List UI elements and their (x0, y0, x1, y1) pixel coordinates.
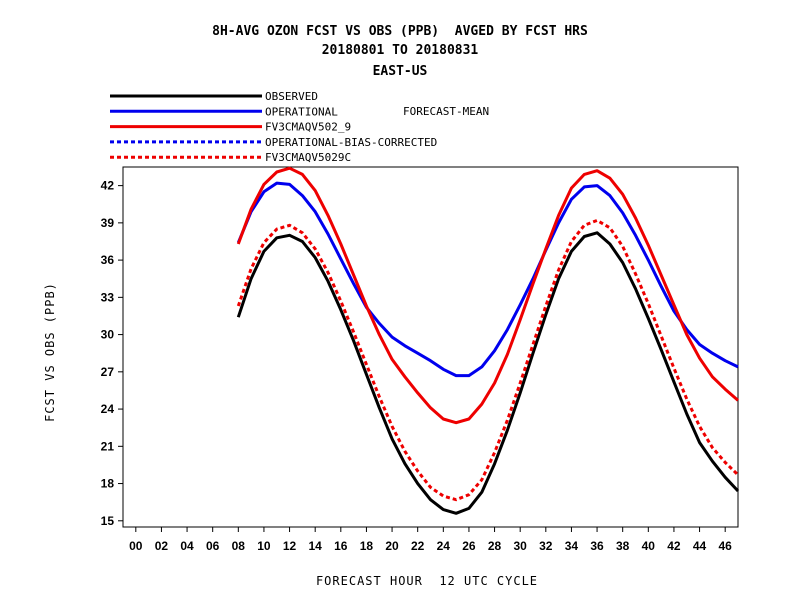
series-lines (236, 166, 740, 515)
series-line-fv3cmaqv5029c (236, 218, 740, 502)
y-axis: 15 18 21 24 27 30 33 36 39 42 (101, 179, 123, 528)
x-tick-label: 42 (667, 539, 681, 553)
legend-label: FV3CMAQV5029C (265, 151, 351, 164)
x-tick-label: 32 (539, 539, 553, 553)
x-tick-label: 02 (155, 539, 169, 553)
x-tick-label: 10 (257, 539, 271, 553)
x-tick-label: 24 (437, 539, 451, 553)
series-line-fv3cmaqv502-9 (236, 166, 739, 425)
legend-label: OBSERVED (265, 90, 318, 103)
series-line-observed (236, 231, 740, 515)
y-tick-label: 18 (101, 477, 115, 491)
x-tick-label: 18 (360, 539, 374, 553)
x-tick-label: 30 (514, 539, 528, 553)
legend-label: OPERATIONAL-BIAS-CORRECTED (265, 136, 437, 149)
x-tick-label: 36 (590, 539, 604, 553)
y-tick-label: 39 (101, 216, 115, 230)
x-tick-label: 22 (411, 539, 425, 553)
x-tick-label: 04 (180, 539, 194, 553)
x-tick-label: 40 (642, 539, 656, 553)
plot-area-frame (122, 166, 739, 528)
y-tick-label: 21 (101, 439, 115, 453)
y-tick-label: 27 (101, 365, 115, 379)
x-tick-label: 46 (719, 539, 733, 553)
y-tick-label: 30 (101, 328, 115, 342)
y-tick-label: 33 (101, 290, 115, 304)
x-tick-label: 16 (334, 539, 348, 553)
x-axis: 00 02 04 06 08 10 12 14 16 18 20 22 24 26 28 30 32 34 36 38… (129, 527, 732, 553)
chart-title-line-2: 20180801 TO 20180831 (322, 43, 479, 58)
y-tick-label: 24 (101, 402, 115, 416)
chart-title-line-1: 8H-AVG OZON FCST VS OBS (PPB) AVGED BY F… (212, 24, 588, 39)
legend-label: FV3CMAQV502_9 (265, 121, 351, 134)
x-tick-label: 38 (616, 539, 630, 553)
x-tick-label: 14 (309, 539, 323, 553)
series-line-operational (236, 181, 739, 378)
x-axis-label: FORECAST HOUR 12 UTC CYCLE (316, 574, 538, 588)
chart-title-line-3: EAST-US (373, 64, 428, 79)
x-tick-label: 06 (206, 539, 220, 553)
legend-label: OPERATIONAL (265, 105, 338, 118)
y-axis-label: FCST VS OBS (PPB) (43, 282, 57, 422)
x-tick-label: 26 (462, 539, 476, 553)
x-tick-label: 34 (565, 539, 579, 553)
y-tick-label: 15 (101, 514, 115, 528)
y-tick-label: 42 (101, 179, 115, 193)
y-tick-label: 36 (101, 253, 115, 267)
x-tick-label: 00 (129, 539, 143, 553)
x-tick-label: 20 (385, 539, 399, 553)
x-tick-label: 12 (283, 539, 297, 553)
x-tick-label: 28 (488, 539, 502, 553)
legend-extra-label: FORECAST-MEAN (403, 105, 489, 118)
x-tick-label: 08 (232, 539, 246, 553)
x-tick-label: 44 (693, 539, 707, 553)
legend: OBSERVED OPERATIONAL FV3CMAQV502_9 OPERATIO… (110, 90, 437, 164)
